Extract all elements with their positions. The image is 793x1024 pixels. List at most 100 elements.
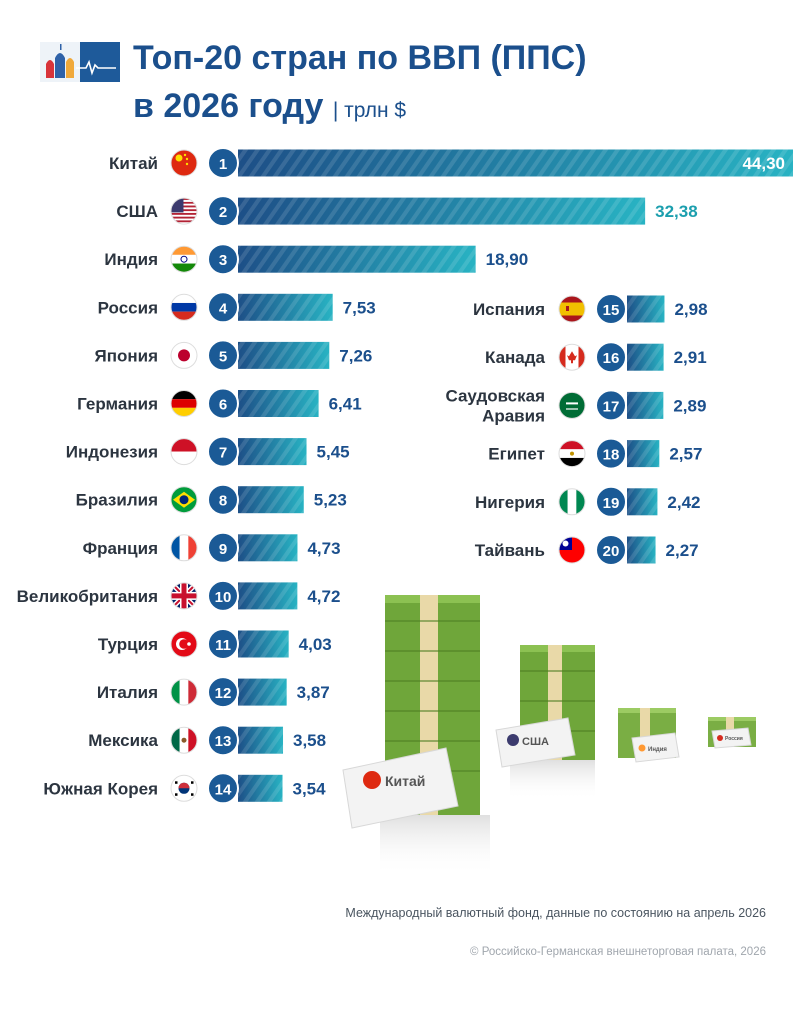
bar-hatch-19: [627, 488, 658, 516]
rank-badge-16: [595, 341, 627, 374]
rank-label: 4: [219, 300, 228, 317]
value-label: 2,42: [667, 493, 700, 512]
rank-badge-5: [207, 339, 239, 372]
value-label: 3,54: [293, 779, 327, 798]
rank-badge-4: [207, 291, 239, 324]
rank-label: 8: [219, 493, 227, 510]
bar-hatch-12: [238, 678, 287, 706]
rank-label: 11: [215, 637, 231, 654]
value-label: 32,38: [655, 202, 698, 221]
value-label: 3,58: [293, 731, 326, 750]
rank-label: 3: [219, 252, 227, 269]
copyright-note: © Российско-Германская внешнеторговая па…: [470, 946, 766, 958]
value-label: 4,72: [307, 587, 340, 606]
value-label: 18,90: [486, 250, 529, 269]
indonesia-flag-icon: [171, 438, 197, 465]
rank-label: 1: [219, 156, 227, 173]
india-flag-icon: [171, 246, 197, 273]
country-label: Япония: [94, 346, 158, 365]
bar-row-18: Египет 18 2,57: [488, 437, 702, 470]
rank-label: 19: [603, 495, 620, 512]
rank-label: 18: [603, 447, 620, 464]
bar-row-9: Франция 9 4,73: [83, 531, 341, 564]
rank-badge-10: [207, 579, 239, 612]
bar-row-7: Индонезия 7 5,45: [66, 435, 350, 468]
value-label: 2,89: [673, 396, 706, 415]
country-label: Нигерия: [475, 493, 545, 512]
card-india: Индия: [631, 732, 680, 763]
value-label: 2,57: [669, 445, 702, 464]
rank-label: 17: [603, 398, 620, 415]
country-label: Германия: [77, 395, 158, 414]
bar-row-4: Россия 4 7,53: [98, 291, 376, 324]
rank-badge-17: [595, 389, 627, 422]
bar-row-11: Турция 11 4,03: [98, 628, 332, 660]
unit-label: | трлн $: [332, 99, 407, 122]
card-usa-label: США: [522, 736, 549, 748]
bar-hatch-16: [627, 343, 664, 371]
country-label: Турция: [98, 635, 158, 654]
value-label: 2,98: [674, 300, 707, 319]
bar-hatch-10: [238, 582, 298, 610]
bar-row-3: Индия 3 18,90: [104, 243, 529, 276]
germany-flag-icon: [171, 390, 197, 417]
rank-badge-7: [207, 435, 239, 468]
bar-row-2: США 2 32,38: [116, 195, 698, 228]
value-label: 3,87: [297, 683, 330, 702]
bar-row-6: Германия 6 6,41: [77, 387, 362, 420]
country-label: Россия: [98, 298, 158, 317]
bar-row-13: Мексика 13 3,58: [88, 724, 326, 757]
brazil-flag-icon: [171, 486, 197, 513]
rank-badge-9: [207, 531, 239, 564]
value-label: 2,27: [666, 541, 699, 560]
china-flag-icon: [171, 150, 197, 176]
rank-label: 5: [219, 348, 227, 365]
value-label: 5,23: [314, 491, 347, 510]
country-label: США: [116, 202, 158, 221]
bar-hatch-15: [627, 295, 665, 323]
country-label: Бразилия: [76, 491, 158, 510]
card-russia-label: Россия: [725, 736, 743, 742]
turkey-flag-icon: [171, 631, 197, 657]
bar-hatch-13: [238, 726, 284, 754]
bar-hatch-6: [238, 390, 319, 417]
taiwan-flag-icon: [559, 537, 585, 563]
russia-flag-icon: [171, 294, 197, 321]
value-label: 4,73: [307, 539, 340, 558]
card-india-label: Индия: [648, 747, 667, 753]
bar-hatch-17: [627, 391, 664, 419]
chamber-logo-icon: [40, 42, 120, 82]
uk-flag-icon: [171, 582, 197, 609]
rank-badge-13: [207, 724, 239, 757]
bar-rows: Китай 1 44,30 США 2 32,38 Индия 3 18,90 Россия 4 7,…: [17, 147, 793, 805]
bar-row-20: Тайвань 20 2,27: [475, 534, 699, 566]
country-label: Италия: [97, 683, 158, 702]
value-label: 2,91: [674, 348, 707, 367]
rank-badge-8: [207, 483, 239, 516]
country-label: Аравия: [482, 406, 545, 425]
card-china-label: Китай: [385, 773, 425, 789]
bar-row-5: Япония 5 7,26: [94, 339, 372, 372]
rank-label: 14: [215, 781, 232, 798]
bar-hatch-1: [238, 149, 793, 177]
bar-hatch-7: [238, 438, 307, 466]
country-label: Франция: [83, 539, 158, 558]
rank-badge-14: [207, 772, 239, 805]
rank-label: 10: [215, 589, 232, 606]
country-label: Канада: [485, 348, 546, 367]
country-label: Египет: [488, 445, 545, 464]
mexico-flag-icon: [171, 727, 197, 754]
bar-hatch-4: [238, 293, 333, 321]
bar-hatch-9: [238, 534, 298, 562]
bar-hatch-14: [238, 774, 283, 802]
bar-row-19: Нигерия 19 2,42: [475, 485, 701, 518]
bar-row-10: Великобритания 10 4,72: [17, 579, 340, 612]
bar-hatch-11: [238, 630, 289, 658]
country-label: Мексика: [88, 731, 158, 750]
money-illustration: Китай США Индия Россия: [342, 595, 756, 875]
value-label: 6,41: [329, 395, 362, 414]
france-flag-icon: [171, 534, 197, 561]
value-label: 5,45: [317, 443, 350, 462]
